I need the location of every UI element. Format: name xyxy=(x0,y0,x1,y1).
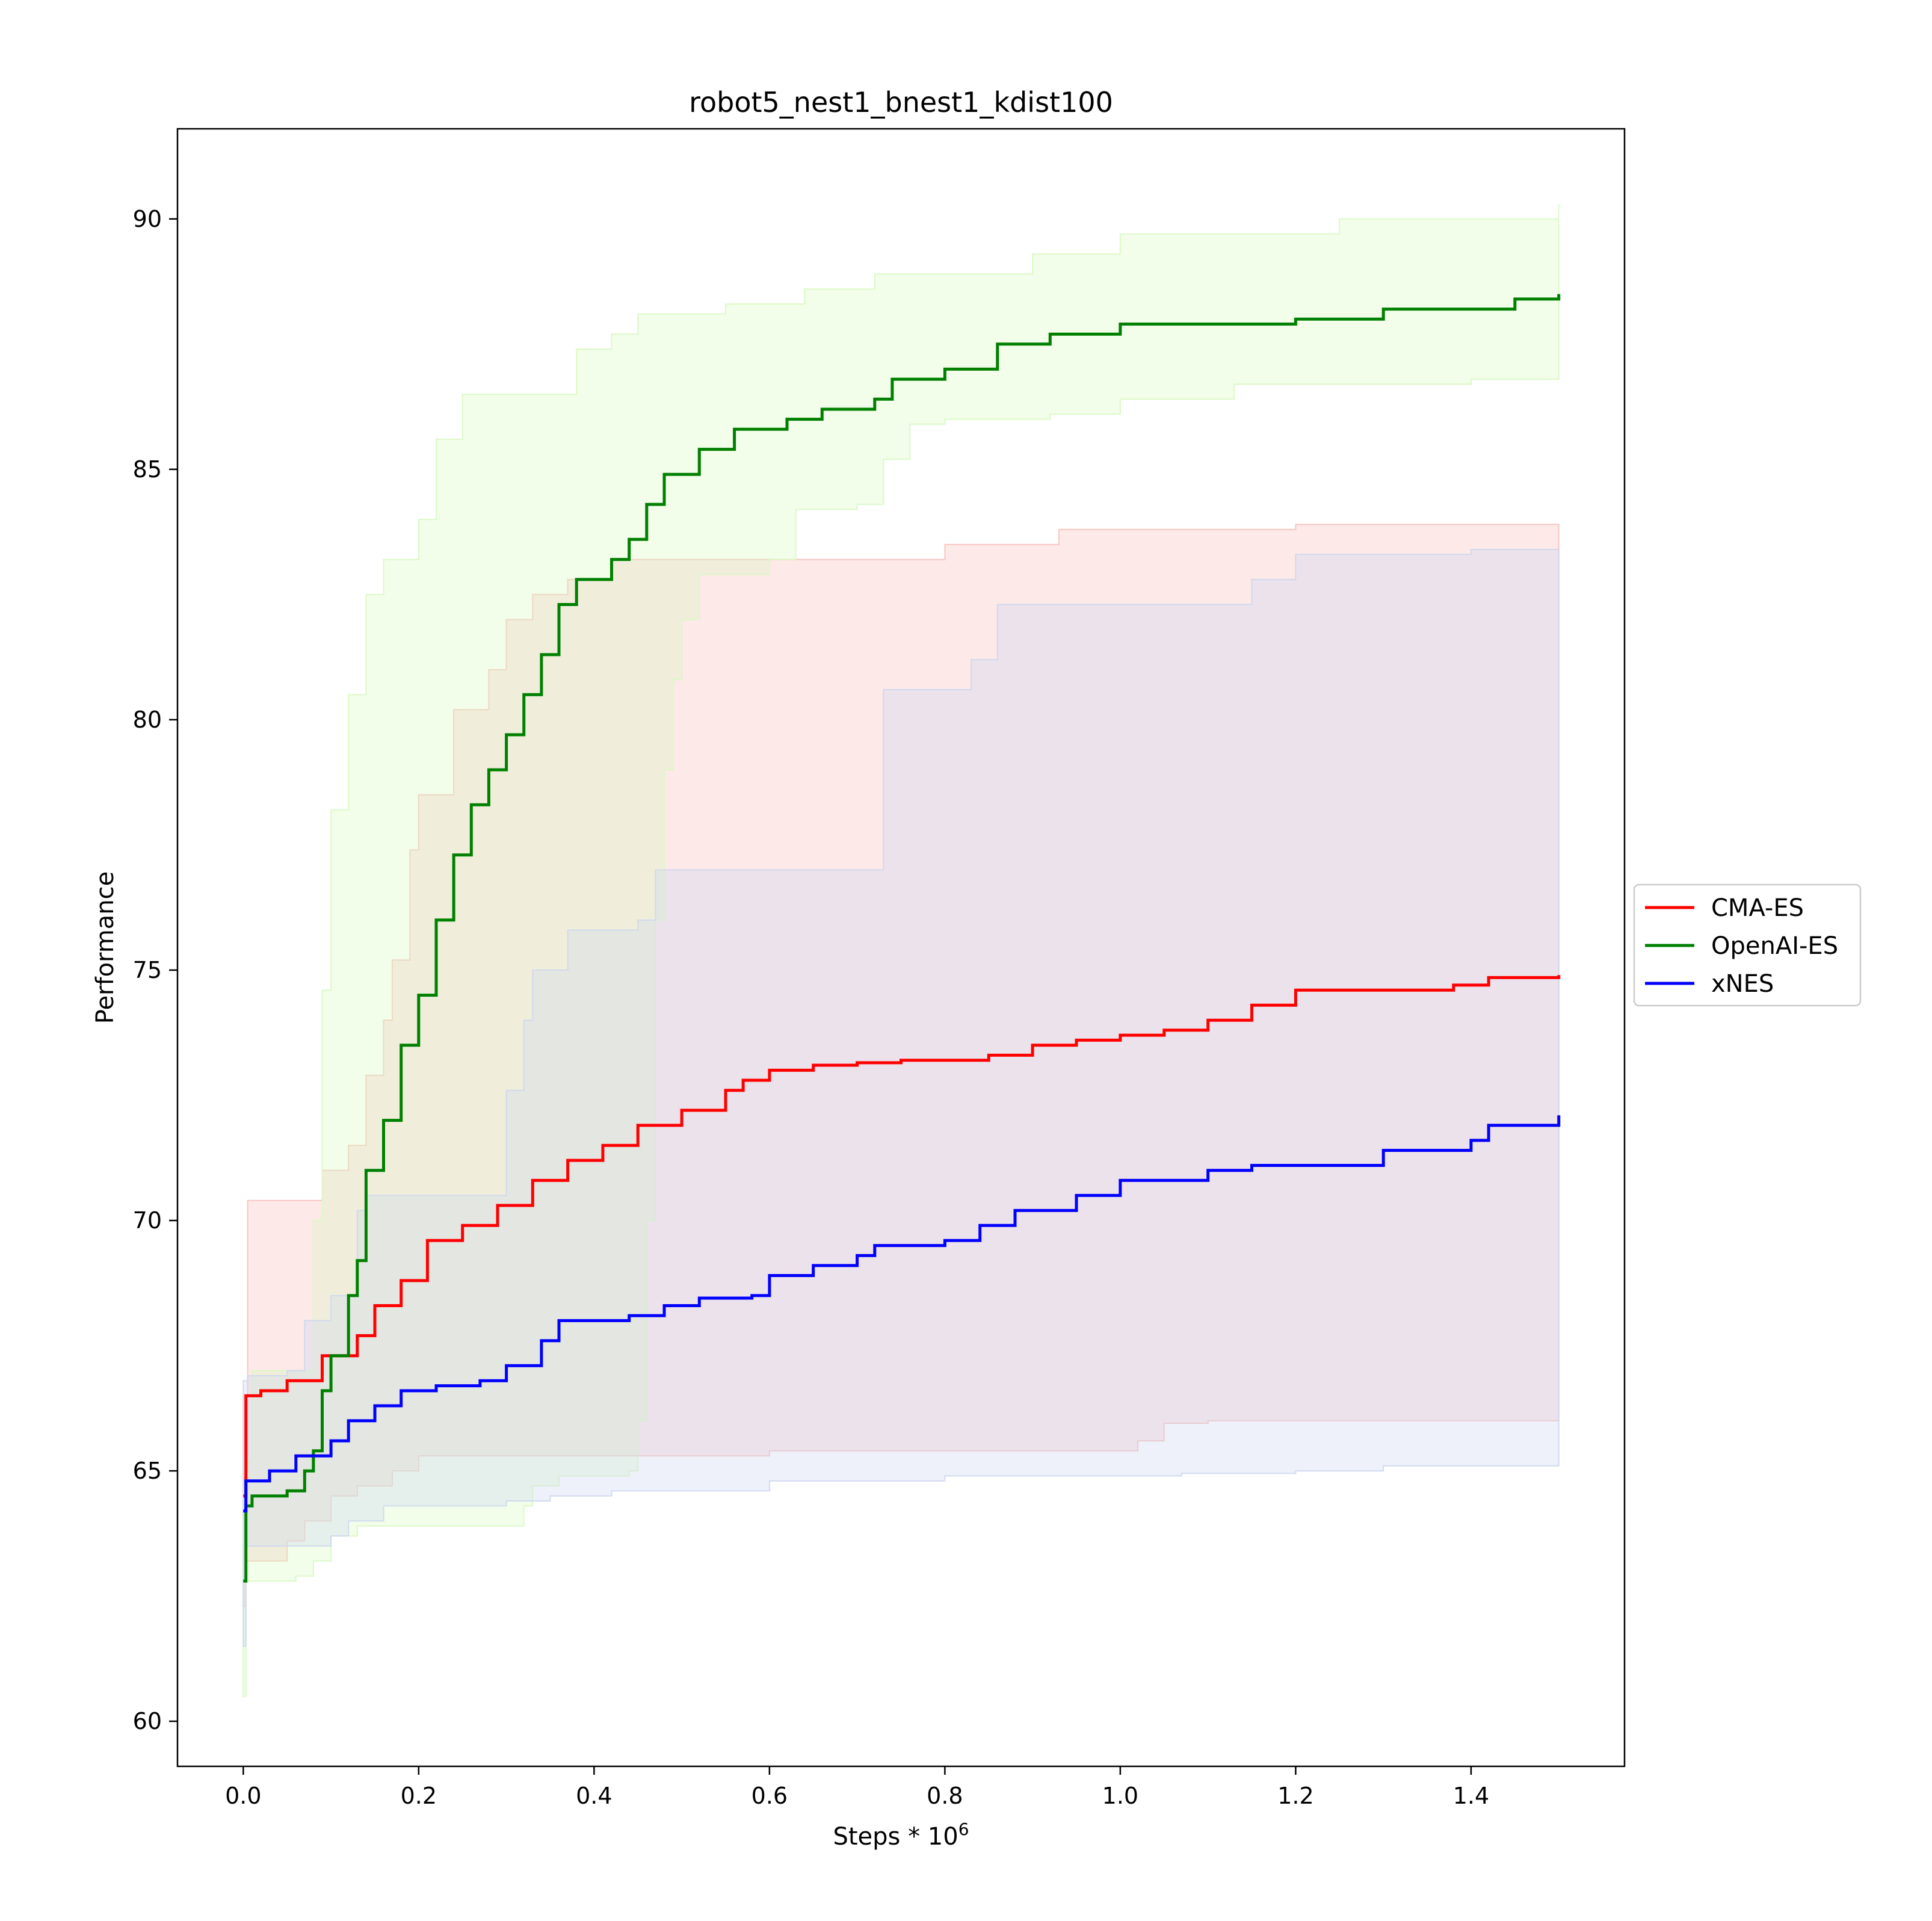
line-cma-es xyxy=(243,975,1561,1498)
legend-box xyxy=(1633,883,1862,1007)
x-tick-label: 1.4 xyxy=(1453,1783,1489,1809)
y-axis-ticks: 60 65 70 75 80 85 90 xyxy=(133,206,177,1734)
x-axis-title: Steps * 106 xyxy=(833,1819,969,1851)
x-tick-label: 1.2 xyxy=(1277,1783,1313,1809)
y-tick-label: 85 xyxy=(133,456,162,483)
line-openai-es xyxy=(243,294,1561,1583)
y-tick-label: 70 xyxy=(133,1207,162,1234)
series-lines xyxy=(243,294,1561,1583)
x-tick-label: 0.6 xyxy=(752,1783,788,1809)
x-axis-title-text: Steps * 10 xyxy=(833,1823,958,1851)
y-tick-label: 90 xyxy=(133,206,162,232)
x-tick-label: 1.0 xyxy=(1102,1783,1138,1809)
x-tick-label: 0.0 xyxy=(225,1783,261,1809)
confidence-bands xyxy=(242,203,1560,1697)
chart-title: robot5_nest1_bnest1_kdist100 xyxy=(689,86,1113,119)
x-axis-title-exponent: 6 xyxy=(958,1819,969,1839)
legend: CMA-ES OpenAI-ES xNES xyxy=(1633,883,1862,1007)
x-tick-label: 0.2 xyxy=(401,1783,437,1809)
y-tick-label: 65 xyxy=(133,1458,162,1484)
x-tick-label: 0.4 xyxy=(576,1783,612,1809)
legend-label: OpenAI-ES xyxy=(1711,932,1838,960)
band-openai-es xyxy=(242,203,1560,1697)
y-tick-label: 60 xyxy=(133,1708,162,1734)
band-cma-es xyxy=(242,524,1560,1607)
legend-label: CMA-ES xyxy=(1711,894,1804,922)
x-axis-ticks: 0.0 0.2 0.4 0.6 0.8 1.0 1.2 1.4 xyxy=(225,1766,1489,1809)
line-xnes xyxy=(243,1115,1561,1513)
y-tick-label: 80 xyxy=(133,707,162,733)
y-axis-title: Performance xyxy=(91,871,119,1024)
plot-frame xyxy=(176,128,1626,1768)
y-tick-label: 75 xyxy=(133,957,162,983)
legend-label: xNES xyxy=(1711,970,1774,998)
x-tick-label: 0.8 xyxy=(927,1783,963,1809)
